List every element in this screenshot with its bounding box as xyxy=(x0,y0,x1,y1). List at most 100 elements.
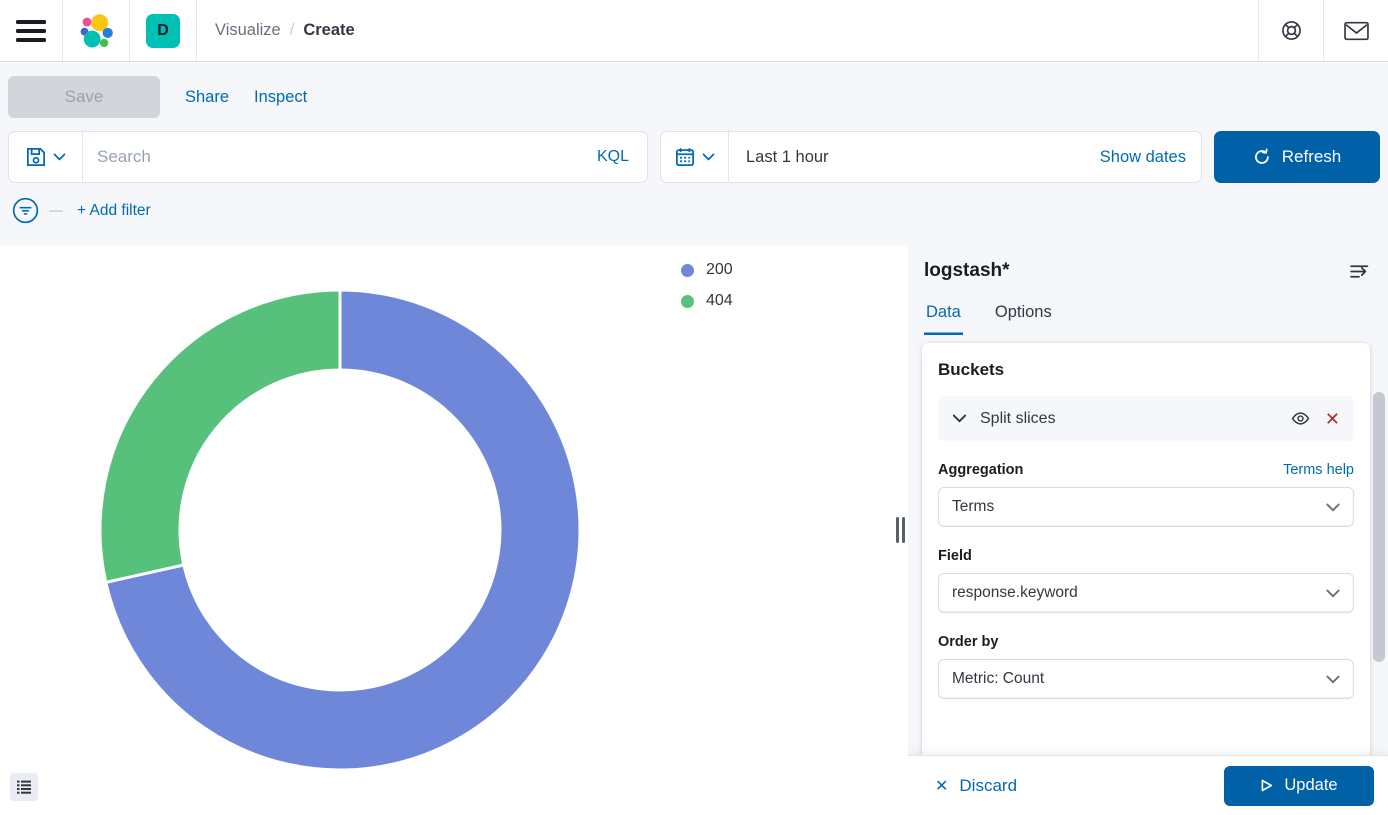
toggle-visibility-button[interactable] xyxy=(1291,409,1310,428)
query-row: KQL Last 1 hour Show dates xyxy=(8,131,1380,183)
aggregation-select[interactable]: Terms xyxy=(938,487,1354,527)
discard-button[interactable]: ✕ Discard xyxy=(935,776,1017,796)
space-badge[interactable]: D xyxy=(146,13,180,48)
order-by-select[interactable]: Metric: Count xyxy=(938,659,1354,699)
space-badge-wrap: D xyxy=(130,0,196,61)
editor-tabs: Data Options xyxy=(924,294,1388,335)
header-bar: D Visualize / Create xyxy=(0,0,1388,62)
refresh-icon xyxy=(1254,148,1269,164)
order-by-value: Metric: Count xyxy=(952,670,1045,687)
donut-chart[interactable] xyxy=(0,245,908,815)
query-bar: KQL xyxy=(8,131,648,183)
refresh-button[interactable]: Refresh xyxy=(1214,131,1380,183)
calendar-icon xyxy=(675,148,694,166)
chevron-down-icon xyxy=(1326,675,1340,684)
menu-button[interactable] xyxy=(0,0,62,61)
aggregation-value: Terms xyxy=(952,498,995,515)
terms-help-link[interactable]: Terms help xyxy=(1283,462,1354,478)
cross-icon: ✕ xyxy=(1324,408,1340,429)
filter-bar: + Add filter xyxy=(12,197,151,224)
donut-slice-404[interactable] xyxy=(98,288,342,584)
header-right xyxy=(1258,0,1388,61)
vis-editor-panel: logstash* Data Options Buckets xyxy=(908,245,1388,815)
share-button[interactable]: Share xyxy=(185,87,230,106)
search-input[interactable] xyxy=(83,132,579,182)
header-divider xyxy=(196,0,197,61)
field-select[interactable]: response.keyword xyxy=(938,573,1354,613)
field-group: Field response.keyword xyxy=(938,548,1354,613)
panel-header: logstash* xyxy=(924,260,1370,282)
add-filter-button[interactable]: + Add filter xyxy=(77,201,151,219)
chevron-down-icon xyxy=(702,153,714,161)
header-divider xyxy=(62,0,63,61)
tab-data[interactable]: Data xyxy=(924,294,963,335)
update-label: Update xyxy=(1284,776,1338,794)
time-range-button[interactable]: Last 1 hour xyxy=(729,148,846,167)
breadcrumb-visualize[interactable]: Visualize xyxy=(215,21,281,39)
buckets-card: Buckets Split slices xyxy=(922,343,1370,763)
date-quick-select-button[interactable] xyxy=(661,132,729,182)
eye-icon xyxy=(1291,412,1310,425)
newsfeed-button[interactable] xyxy=(1324,0,1388,61)
legend-label: 200 xyxy=(706,261,733,278)
order-by-group: Order by Metric: Count xyxy=(938,634,1354,699)
main-content: 200 404 logstash* xyxy=(0,245,1388,815)
header-divider xyxy=(129,0,130,61)
chevron-down-icon xyxy=(952,414,967,423)
remove-bucket-button[interactable]: ✕ xyxy=(1325,410,1340,428)
panel-scrollbar[interactable] xyxy=(1373,392,1385,662)
field-label: Field xyxy=(938,548,972,564)
breadcrumb-current: Create xyxy=(303,21,355,39)
donut-slice-200[interactable] xyxy=(104,288,582,772)
help-button[interactable] xyxy=(1259,0,1323,61)
refresh-label: Refresh xyxy=(1281,147,1342,166)
field-value: response.keyword xyxy=(952,584,1078,601)
elastic-logo-icon xyxy=(80,13,113,47)
collapse-panel-button[interactable] xyxy=(1349,261,1370,282)
breadcrumb-separator: / xyxy=(289,21,295,39)
tab-options[interactable]: Options xyxy=(993,294,1054,335)
visualization-area: 200 404 xyxy=(0,245,908,815)
aggregation-label: Aggregation xyxy=(938,462,1024,478)
save-button[interactable]: Save xyxy=(8,76,160,118)
filter-options-button[interactable] xyxy=(12,197,39,224)
date-picker: Last 1 hour Show dates xyxy=(660,131,1202,183)
split-slices-accordion[interactable]: Split slices ✕ xyxy=(938,396,1354,441)
buckets-heading: Buckets xyxy=(938,360,1005,379)
chevron-down-icon xyxy=(1326,589,1340,598)
list-icon xyxy=(17,780,31,794)
lifebuoy-icon xyxy=(1281,21,1301,40)
hamburger-icon xyxy=(16,19,46,42)
cross-icon: ✕ xyxy=(935,777,949,795)
query-language-button[interactable]: KQL xyxy=(579,148,647,166)
legend-label: 404 xyxy=(706,292,733,309)
legend-item-404[interactable]: 404 xyxy=(681,292,733,310)
elastic-logo[interactable] xyxy=(63,0,129,61)
panel-footer: ✕ Discard Update xyxy=(908,755,1388,815)
split-slices-label: Split slices xyxy=(980,409,1056,427)
header-divider xyxy=(1258,0,1259,61)
breadcrumb: Visualize / Create xyxy=(215,0,355,61)
saved-query-button[interactable] xyxy=(9,132,83,182)
chevron-down-icon xyxy=(1326,503,1340,512)
toolbar-strip: Save Share Inspect KQL xyxy=(0,63,1388,245)
show-dates-button[interactable]: Show dates xyxy=(1085,148,1201,167)
envelope-icon xyxy=(1343,21,1369,40)
legend-swatch xyxy=(681,294,694,308)
header-divider xyxy=(1323,0,1324,61)
inspect-button[interactable]: Inspect xyxy=(254,87,308,106)
legend-toggle-button[interactable] xyxy=(10,773,38,801)
legend-swatch xyxy=(681,263,694,277)
index-pattern-title: logstash* xyxy=(924,260,1010,281)
filter-dash-divider xyxy=(49,209,63,212)
save-query-icon xyxy=(26,148,45,166)
order-by-label: Order by xyxy=(938,634,999,650)
menu-right-icon xyxy=(1350,264,1369,278)
panel-resize-handle[interactable] xyxy=(896,517,905,543)
play-icon xyxy=(1261,779,1273,792)
legend-item-200[interactable]: 200 xyxy=(681,261,733,279)
update-button[interactable]: Update xyxy=(1224,765,1374,806)
action-row: Save Share Inspect xyxy=(8,76,307,118)
chart-legend: 200 404 xyxy=(681,261,733,310)
